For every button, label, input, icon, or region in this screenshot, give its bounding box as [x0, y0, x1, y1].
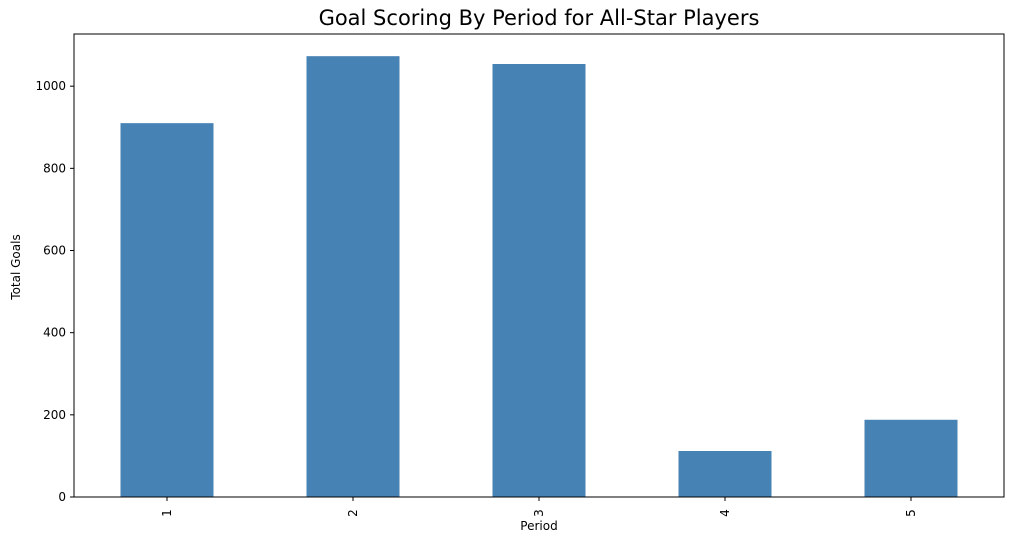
bar-period-2 — [306, 56, 400, 497]
x-tick-label: 4 — [718, 509, 732, 517]
x-tick-label: 5 — [904, 509, 918, 517]
bar-period-4 — [678, 450, 772, 497]
chart-title: Goal Scoring By Period for All-Star Play… — [319, 6, 760, 30]
x-tick-label: 1 — [160, 509, 174, 517]
x-axis-ticks: 1 2 3 4 5 — [160, 497, 918, 517]
bar-period-3 — [492, 63, 586, 498]
plot-frame — [73, 33, 1005, 498]
x-axis-label: Period — [520, 519, 557, 533]
x-tick-label: 2 — [346, 509, 360, 517]
y-axis-label: Total Goals — [9, 234, 23, 300]
y-axis-ticks: 0 200 400 600 800 1000 — [35, 79, 74, 504]
y-tick-label: 0 — [58, 490, 66, 504]
y-tick-label: 1000 — [35, 79, 66, 93]
bar-period-1 — [120, 123, 214, 497]
y-tick-label: 400 — [43, 326, 66, 340]
bar-period-5 — [864, 419, 958, 497]
y-tick-label: 600 — [43, 244, 66, 258]
bars-group — [120, 56, 958, 498]
x-tick-label: 3 — [532, 509, 546, 517]
y-tick-label: 800 — [43, 161, 66, 175]
y-tick-label: 200 — [43, 408, 66, 422]
